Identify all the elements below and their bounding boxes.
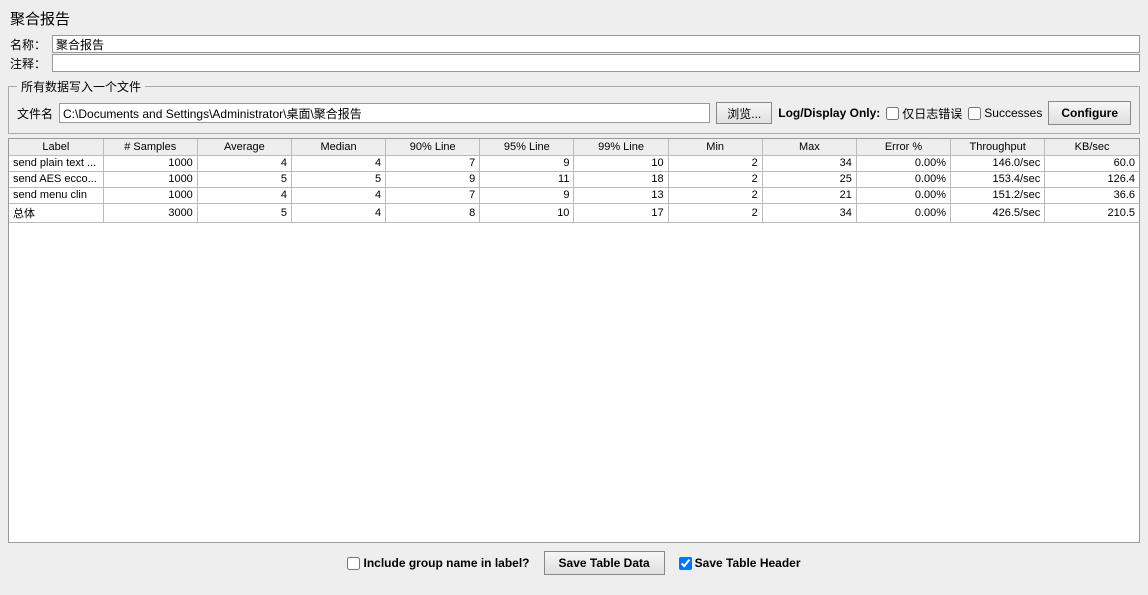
- table-cell: 4: [291, 203, 385, 222]
- table-cell: 210.5: [1045, 203, 1139, 222]
- successes-text: Successes: [984, 106, 1042, 120]
- table-cell: 18: [574, 171, 668, 187]
- table-cell: send plain text ...: [9, 155, 103, 171]
- successes-input[interactable]: [968, 107, 981, 120]
- table-cell: 7: [386, 155, 480, 171]
- table-cell: 8: [386, 203, 480, 222]
- include-group-checkbox[interactable]: Include group name in label?: [347, 556, 529, 570]
- name-field[interactable]: [52, 35, 1140, 53]
- col-header[interactable]: 90% Line: [386, 139, 480, 155]
- table-cell: 5: [291, 171, 385, 187]
- include-group-text: Include group name in label?: [363, 556, 529, 570]
- footer-bar: Include group name in label? Save Table …: [8, 551, 1140, 575]
- table-cell: 1000: [103, 187, 197, 203]
- table-cell: 126.4: [1045, 171, 1139, 187]
- table-cell: 9: [480, 155, 574, 171]
- table-cell: 25: [762, 171, 856, 187]
- configure-button[interactable]: Configure: [1048, 101, 1131, 125]
- table-cell: 9: [480, 187, 574, 203]
- table-row[interactable]: send plain text ...10004479102340.00%146…: [9, 155, 1139, 171]
- table-cell: 36.6: [1045, 187, 1139, 203]
- table-cell: 10: [480, 203, 574, 222]
- table-cell: 总体: [9, 203, 103, 222]
- col-header[interactable]: Error %: [856, 139, 950, 155]
- col-header[interactable]: KB/sec: [1045, 139, 1139, 155]
- col-header[interactable]: Throughput: [951, 139, 1045, 155]
- errors-only-text: 仅日志错误: [902, 105, 962, 122]
- table-cell: 34: [762, 203, 856, 222]
- errors-only-checkbox[interactable]: 仅日志错误: [886, 105, 962, 122]
- col-header[interactable]: Average: [197, 139, 291, 155]
- table-cell: 34: [762, 155, 856, 171]
- table-cell: 7: [386, 187, 480, 203]
- save-header-checkbox[interactable]: Save Table Header: [679, 556, 801, 570]
- col-header[interactable]: Median: [291, 139, 385, 155]
- table-cell: 153.4/sec: [951, 171, 1045, 187]
- table-cell: 4: [197, 155, 291, 171]
- table-cell: 0.00%: [856, 171, 950, 187]
- table-cell: 21: [762, 187, 856, 203]
- table-cell: 151.2/sec: [951, 187, 1045, 203]
- include-group-input[interactable]: [347, 557, 360, 570]
- save-header-input[interactable]: [679, 557, 692, 570]
- col-header[interactable]: 95% Line: [480, 139, 574, 155]
- table-cell: 17: [574, 203, 668, 222]
- table-cell: 5: [197, 171, 291, 187]
- save-table-button[interactable]: Save Table Data: [544, 551, 665, 575]
- table-cell: send menu clin: [9, 187, 103, 203]
- table-cell: 9: [386, 171, 480, 187]
- table-row[interactable]: send menu clin10004479132210.00%151.2/se…: [9, 187, 1139, 203]
- file-fieldset: 所有数据写入一个文件 文件名 浏览... Log/Display Only: 仅…: [8, 78, 1140, 134]
- results-table: Label# SamplesAverageMedian90% Line95% L…: [9, 139, 1139, 223]
- table-cell: 4: [291, 187, 385, 203]
- table-cell: 10: [574, 155, 668, 171]
- col-header[interactable]: 99% Line: [574, 139, 668, 155]
- table-cell: 1000: [103, 155, 197, 171]
- table-cell: 11: [480, 171, 574, 187]
- results-table-wrap: Label# SamplesAverageMedian90% Line95% L…: [8, 138, 1140, 543]
- table-cell: 426.5/sec: [951, 203, 1045, 222]
- col-header[interactable]: Label: [9, 139, 103, 155]
- errors-only-input[interactable]: [886, 107, 899, 120]
- table-cell: 2: [668, 171, 762, 187]
- table-cell: 146.0/sec: [951, 155, 1045, 171]
- table-cell: 2: [668, 187, 762, 203]
- table-cell: 0.00%: [856, 155, 950, 171]
- table-cell: send AES ecco...: [9, 171, 103, 187]
- filename-label: 文件名: [17, 105, 53, 122]
- table-cell: 0.00%: [856, 187, 950, 203]
- table-cell: 2: [668, 155, 762, 171]
- page-title: 聚合报告: [10, 8, 1140, 29]
- col-header[interactable]: Min: [668, 139, 762, 155]
- name-label: 名称：: [8, 36, 52, 53]
- table-row[interactable]: send AES ecco...100055911182250.00%153.4…: [9, 171, 1139, 187]
- browse-button[interactable]: 浏览...: [716, 102, 772, 124]
- col-header[interactable]: Max: [762, 139, 856, 155]
- table-cell: 3000: [103, 203, 197, 222]
- table-cell: 4: [291, 155, 385, 171]
- successes-checkbox[interactable]: Successes: [968, 106, 1042, 120]
- table-cell: 4: [197, 187, 291, 203]
- table-cell: 13: [574, 187, 668, 203]
- fieldset-legend: 所有数据写入一个文件: [17, 78, 145, 95]
- table-cell: 60.0: [1045, 155, 1139, 171]
- table-row[interactable]: 总体300054810172340.00%426.5/sec210.5: [9, 203, 1139, 222]
- save-header-text: Save Table Header: [695, 556, 801, 570]
- comment-label: 注释：: [8, 55, 52, 72]
- table-cell: 5: [197, 203, 291, 222]
- logdisplay-label: Log/Display Only:: [778, 106, 880, 120]
- col-header[interactable]: # Samples: [103, 139, 197, 155]
- filename-field[interactable]: [59, 103, 710, 123]
- comment-field[interactable]: [52, 54, 1140, 72]
- table-cell: 1000: [103, 171, 197, 187]
- table-cell: 2: [668, 203, 762, 222]
- table-cell: 0.00%: [856, 203, 950, 222]
